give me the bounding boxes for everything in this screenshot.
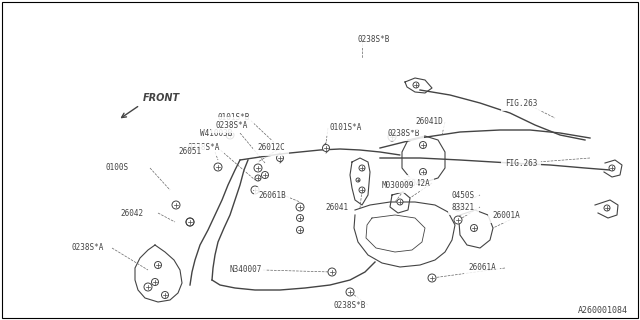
Circle shape <box>454 203 462 211</box>
Text: FIG.263: FIG.263 <box>505 158 538 167</box>
Circle shape <box>172 201 180 209</box>
Circle shape <box>359 187 365 193</box>
Circle shape <box>296 203 304 211</box>
Text: 83321: 83321 <box>452 203 475 212</box>
Text: 26001A: 26001A <box>492 211 520 220</box>
Circle shape <box>152 278 159 285</box>
Circle shape <box>296 227 303 234</box>
Text: FIG.263: FIG.263 <box>505 99 538 108</box>
Text: 0238S*A: 0238S*A <box>188 143 220 153</box>
Text: A260001084: A260001084 <box>578 306 628 315</box>
Circle shape <box>254 164 262 172</box>
Circle shape <box>328 268 336 276</box>
Text: 0450S: 0450S <box>452 190 475 199</box>
Text: 0238S*A: 0238S*A <box>215 121 248 130</box>
Text: 0100S: 0100S <box>105 164 128 172</box>
Text: 0238S*B: 0238S*B <box>333 300 365 309</box>
Circle shape <box>226 131 234 139</box>
Text: 26061B: 26061B <box>258 190 285 199</box>
Circle shape <box>214 163 222 171</box>
Circle shape <box>154 261 161 268</box>
Text: M030009: M030009 <box>382 180 414 189</box>
Text: 26041D: 26041D <box>415 117 443 126</box>
Text: 26042A: 26042A <box>402 179 429 188</box>
Circle shape <box>604 205 610 211</box>
Text: 26051: 26051 <box>178 148 201 156</box>
Text: 26042: 26042 <box>120 209 143 218</box>
Circle shape <box>419 141 426 148</box>
Circle shape <box>323 145 330 151</box>
Circle shape <box>346 288 354 296</box>
Circle shape <box>144 283 152 291</box>
Circle shape <box>470 225 477 231</box>
Text: 0101S*A: 0101S*A <box>330 124 362 132</box>
Circle shape <box>276 155 284 162</box>
Text: 0238S*B: 0238S*B <box>388 129 420 138</box>
Circle shape <box>359 165 365 171</box>
Circle shape <box>413 82 419 88</box>
Circle shape <box>255 175 261 181</box>
Text: FRONT: FRONT <box>143 93 180 103</box>
Circle shape <box>251 186 259 194</box>
Circle shape <box>428 274 436 282</box>
Circle shape <box>161 292 168 299</box>
Circle shape <box>397 199 403 205</box>
Text: 26061A: 26061A <box>468 263 496 273</box>
Text: 0238S*A: 0238S*A <box>72 244 104 252</box>
Circle shape <box>186 218 194 226</box>
Circle shape <box>388 133 396 141</box>
Circle shape <box>296 214 303 221</box>
Circle shape <box>609 165 615 171</box>
Text: 26041: 26041 <box>325 204 348 212</box>
Text: W41003B: W41003B <box>200 129 232 138</box>
Circle shape <box>356 178 360 182</box>
Circle shape <box>454 216 462 224</box>
Circle shape <box>419 169 426 175</box>
Text: 0238S*B: 0238S*B <box>358 36 390 44</box>
Text: N340007: N340007 <box>230 266 262 275</box>
Text: 26012C: 26012C <box>257 143 285 153</box>
Text: 0101S*B: 0101S*B <box>218 114 250 123</box>
Circle shape <box>262 172 269 179</box>
